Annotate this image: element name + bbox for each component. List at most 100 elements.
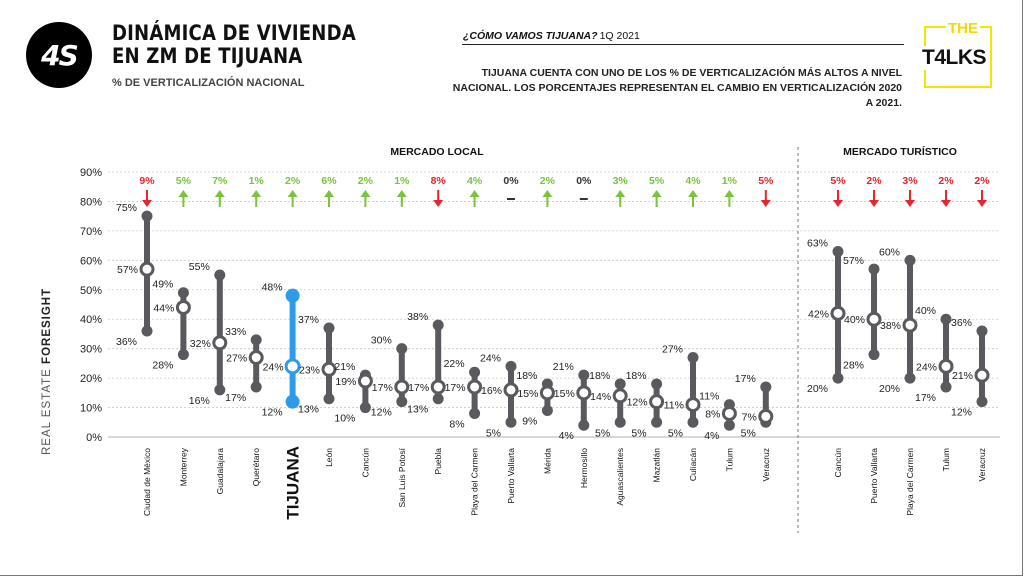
max-point (141, 210, 153, 222)
max-value-label: 40% (915, 305, 936, 317)
category-label: Querétaro (251, 448, 261, 487)
min-point (832, 372, 844, 384)
category-label: San Luis Potosí (397, 447, 407, 507)
arrow-up-icon (360, 190, 371, 197)
arrow-down-icon (905, 200, 915, 207)
max-point (214, 269, 226, 281)
max-point (687, 352, 699, 363)
max-value-label: 18% (626, 370, 647, 382)
category-label: Monterrey (178, 447, 188, 486)
min-point (868, 349, 880, 361)
category-label: Puerto Vallarta (869, 448, 879, 504)
y-tick-label: 80% (80, 196, 102, 208)
max-point (614, 378, 626, 390)
change-label: 6% (321, 175, 337, 187)
min-point (614, 416, 626, 428)
change-label: 7% (212, 175, 228, 187)
group-label-tourist: MERCADO TURÍSTICO (843, 145, 957, 158)
avg-point (394, 379, 410, 395)
page-title: DINÁMICA DE VIVIENDA EN ZM DE TIJUANA (112, 22, 356, 68)
category-label: Tulum (724, 448, 734, 471)
change-label: 9% (139, 175, 155, 187)
change-label: 1% (722, 175, 738, 187)
change-label: 4% (467, 175, 483, 187)
category-label: Veracruz (761, 448, 771, 482)
arrow-down-icon (760, 200, 771, 207)
avg-value-label: 38% (880, 320, 901, 332)
arrow-up-icon (542, 190, 553, 197)
avg-point (467, 379, 483, 395)
avg-point (321, 361, 337, 377)
arrow-up-icon (651, 190, 662, 197)
category-label: Cancún (833, 448, 843, 478)
change-label: 1% (394, 175, 410, 187)
avg-value-label: 12% (627, 397, 648, 409)
y-tick-label: 70% (80, 226, 102, 238)
min-point (723, 419, 735, 431)
category-label: Cancún (360, 448, 370, 478)
arrow-down-icon (869, 200, 879, 207)
min-point (141, 325, 153, 337)
min-value-label: 10% (334, 413, 355, 425)
max-value-label: 57% (843, 255, 864, 267)
max-point (250, 334, 262, 346)
max-point (505, 360, 517, 372)
min-value-label: 12% (371, 407, 392, 419)
category-label: Tulum (941, 448, 951, 471)
category-label: Veracruz (977, 448, 987, 482)
avg-point (974, 367, 990, 383)
avg-point (212, 335, 228, 351)
avg-point (357, 373, 373, 389)
max-point (832, 246, 844, 257)
category-label: Ciudad de México (142, 448, 152, 516)
max-value-label: 21% (553, 361, 574, 373)
min-point (976, 396, 988, 408)
max-value-label: 18% (589, 370, 610, 382)
max-point (177, 287, 189, 299)
arrow-down-icon (142, 200, 152, 207)
section-badge: 4S (26, 22, 92, 88)
category-label: León (324, 448, 334, 467)
max-point (432, 319, 444, 331)
min-point (904, 372, 916, 384)
max-point (760, 381, 772, 393)
avg-value-label: 44% (153, 302, 174, 314)
min-point (469, 407, 481, 419)
min-value-label: 28% (843, 360, 864, 372)
min-point (250, 381, 262, 393)
arrow-up-icon (287, 190, 298, 197)
avg-value-label: 11% (664, 400, 684, 412)
max-value-label: 37% (298, 314, 319, 326)
avg-point (576, 385, 592, 401)
min-point (214, 384, 226, 396)
category-label: Hermosillo (579, 448, 589, 488)
avg-value-label: 7% (742, 411, 757, 423)
header-question: ¿CÓMO VAMOS TIJUANA? 1Q 2021 (463, 30, 640, 42)
change-label: 3% (613, 175, 629, 187)
avg-point (430, 379, 446, 395)
min-point (396, 396, 408, 408)
arrow-down-icon (977, 200, 987, 207)
max-point (651, 378, 663, 390)
max-value-label: 63% (807, 238, 828, 250)
avg-value-label: 15% (554, 388, 575, 400)
min-value-label: 5% (595, 427, 610, 439)
header-period: 1Q 2021 (599, 30, 640, 42)
arrow-up-icon (251, 190, 262, 197)
category-label: Playa del Carmen (905, 448, 915, 516)
avg-point (539, 385, 555, 401)
change-label: 5% (649, 175, 665, 187)
min-value-label: 36% (116, 336, 137, 348)
logo-the: THE (946, 20, 980, 37)
arrow-up-icon (214, 190, 225, 197)
min-point (687, 416, 699, 428)
min-value-label: 4% (559, 430, 574, 442)
min-point (432, 393, 444, 405)
min-value-label: 9% (522, 416, 537, 428)
max-value-label: 18% (516, 370, 537, 382)
group-label-local: MERCADO LOCAL (390, 146, 484, 158)
change-label: 4% (685, 175, 701, 187)
y-tick-label: 60% (80, 255, 102, 267)
avg-point (612, 388, 628, 404)
change-label: 0% (503, 175, 519, 187)
